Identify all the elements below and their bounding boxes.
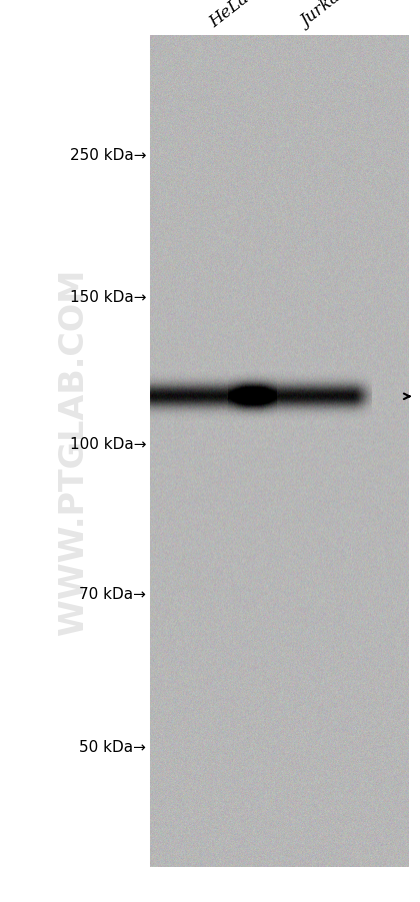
Text: 250 kDa→: 250 kDa→ <box>70 148 146 162</box>
Text: WWW.PTGLAB.COM: WWW.PTGLAB.COM <box>57 268 90 634</box>
Text: HeLa: HeLa <box>206 0 252 31</box>
Text: Jurkat: Jurkat <box>298 0 350 31</box>
Text: 150 kDa→: 150 kDa→ <box>70 290 146 305</box>
Text: 70 kDa→: 70 kDa→ <box>79 586 146 601</box>
Text: 100 kDa→: 100 kDa→ <box>70 437 146 451</box>
Text: 50 kDa→: 50 kDa→ <box>79 740 146 754</box>
